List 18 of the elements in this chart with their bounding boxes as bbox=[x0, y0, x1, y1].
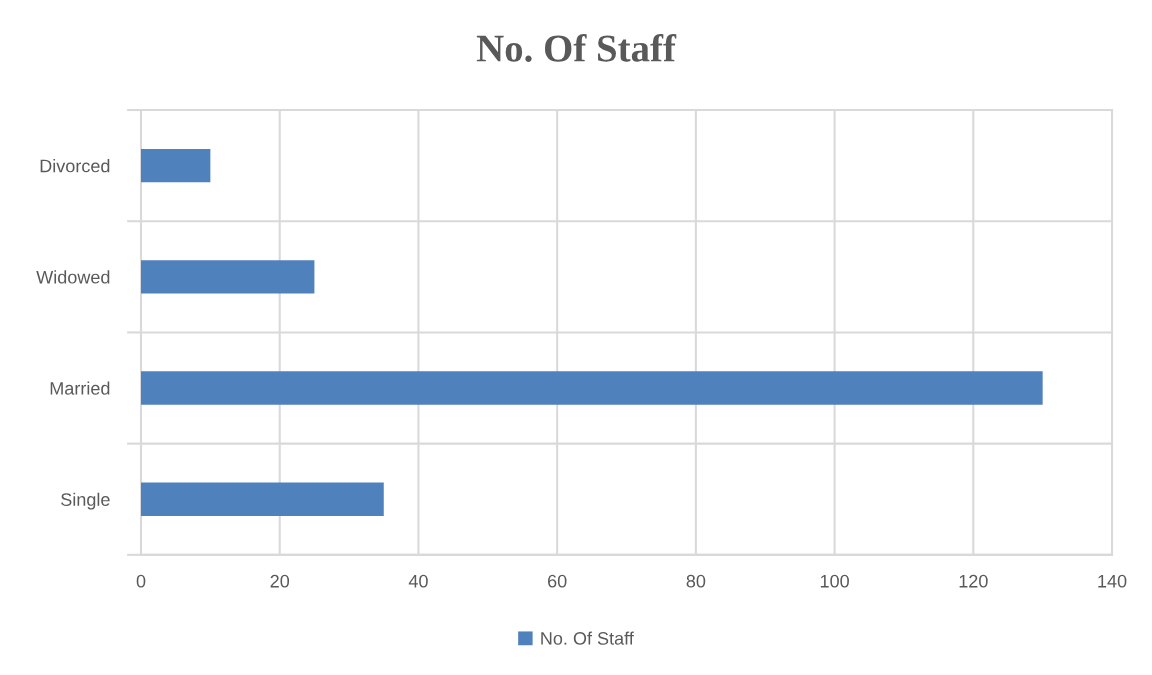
x-tick-label: 140 bbox=[1098, 574, 1127, 588]
x-tick-label: 20 bbox=[270, 574, 290, 588]
bar bbox=[141, 482, 384, 516]
chart-title: No. Of Staff bbox=[476, 33, 677, 62]
x-tick-label: 120 bbox=[959, 574, 988, 588]
y-tick-label: Single bbox=[61, 492, 110, 510]
y-tick-label: Divorced bbox=[40, 159, 110, 173]
x-tick-label: 40 bbox=[408, 574, 428, 588]
x-tick-label: 60 bbox=[548, 574, 567, 588]
bar bbox=[141, 260, 315, 294]
x-tick-label: 80 bbox=[686, 574, 706, 588]
bar bbox=[141, 371, 1043, 405]
y-tick-label: Married bbox=[50, 381, 110, 395]
bar bbox=[141, 148, 211, 183]
y-tick-label: Widowed bbox=[36, 270, 110, 284]
x-tick-label: 100 bbox=[820, 574, 849, 588]
x-tick-label: 0 bbox=[136, 574, 146, 588]
legend-label: No. Of Staff bbox=[541, 631, 634, 645]
